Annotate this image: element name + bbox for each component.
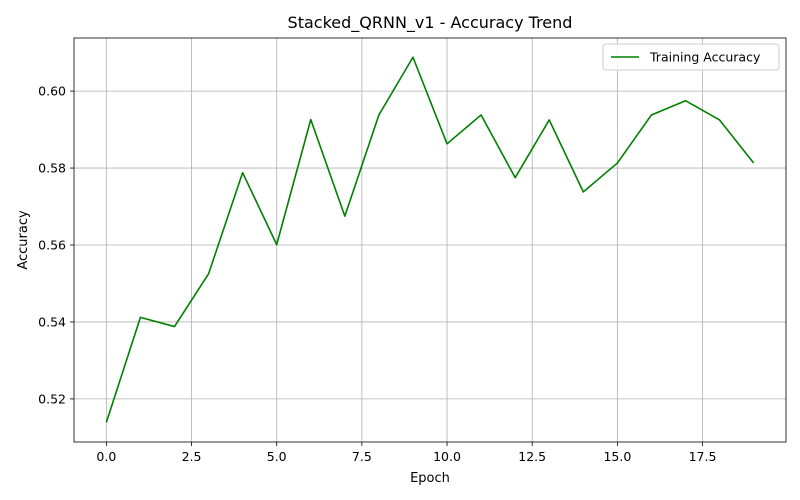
grid <box>74 38 786 442</box>
x-axis-label: Epoch <box>410 471 450 486</box>
legend-box <box>602 43 780 71</box>
chart-title: Stacked_QRNN_v1 - Accuracy Trend <box>288 13 573 33</box>
y-tick-label: 0.54 <box>38 314 66 329</box>
y-tick-label: 0.58 <box>38 161 66 176</box>
series-lines <box>105 56 755 423</box>
y-tick-label: 0.56 <box>38 238 66 253</box>
y-tick-label: 0.52 <box>38 391 66 406</box>
x-tick-label: 12.5 <box>518 449 546 464</box>
x-tick-label: 15.0 <box>603 449 631 464</box>
legend-label-training-accuracy: Training Accuracy <box>649 50 761 65</box>
ticks: 0.0 2.5 5.0 7.5 10.0 12.5 15.0 17.5 0.52 0.54 0.56… <box>38 84 716 464</box>
y-axis-label: Accuracy <box>16 210 31 270</box>
x-tick-label: 7.5 <box>352 449 372 464</box>
x-tick-label: 10.0 <box>433 449 461 464</box>
x-tick-label: 5.0 <box>267 449 287 464</box>
series-line-training-accuracy <box>105 56 755 423</box>
x-tick-label: 17.5 <box>689 449 717 464</box>
legend: Training Accuracy <box>602 43 780 71</box>
plot-frame <box>73 37 787 443</box>
x-tick-label: 0.0 <box>96 449 116 464</box>
x-tick-label: 2.5 <box>182 449 202 464</box>
y-tick-label: 0.60 <box>38 84 66 99</box>
